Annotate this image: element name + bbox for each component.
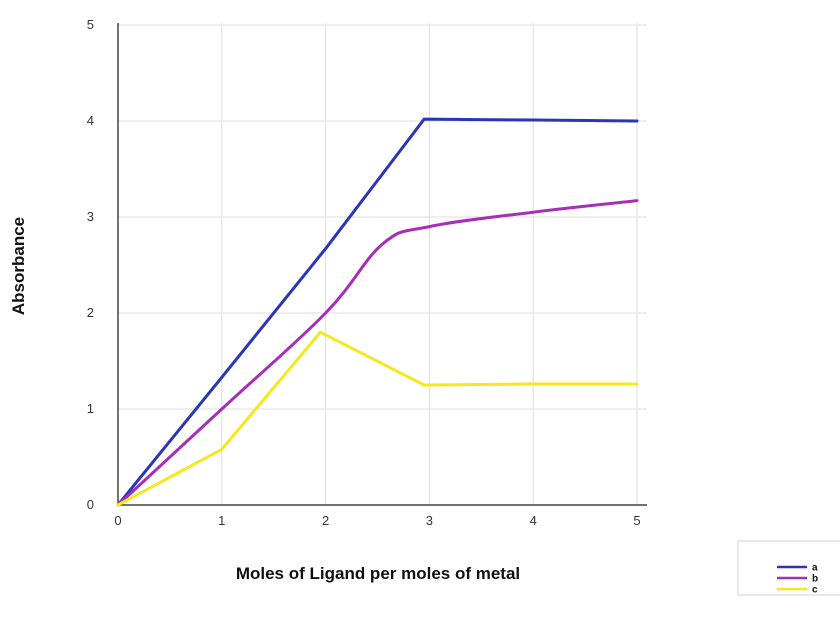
y-tick-label: 2	[87, 305, 94, 320]
x-tick-label: 2	[322, 513, 329, 528]
y-tick-label: 4	[87, 113, 94, 128]
x-tick-label: 4	[530, 513, 537, 528]
y-axis-title: Absorbance	[9, 217, 28, 315]
series-line-a	[116, 117, 639, 507]
x-tick-label: 5	[633, 513, 640, 528]
series-lines	[116, 117, 639, 507]
y-tick-label: 0	[87, 497, 94, 512]
y-tick-label: 1	[87, 401, 94, 416]
series-line-b	[116, 199, 639, 507]
x-tick-label: 3	[426, 513, 433, 528]
legend: abc	[737, 540, 840, 596]
y-tick-label: 5	[87, 17, 94, 32]
grid	[117, 23, 647, 506]
x-tick-label: 0	[114, 513, 121, 528]
legend-label-c: c	[812, 585, 818, 596]
series-line-c	[116, 330, 639, 507]
axes	[117, 23, 647, 506]
legend-label-b: b	[812, 574, 818, 585]
x-tick-label: 1	[218, 513, 225, 528]
y-tick-label: 3	[87, 209, 94, 224]
legend-label-a: a	[812, 563, 818, 574]
x-axis-title: Moles of Ligand per moles of metal	[236, 564, 520, 583]
tick-labels: 0 1 2 3 4 5 0 1 2 3 4 5	[87, 17, 641, 528]
